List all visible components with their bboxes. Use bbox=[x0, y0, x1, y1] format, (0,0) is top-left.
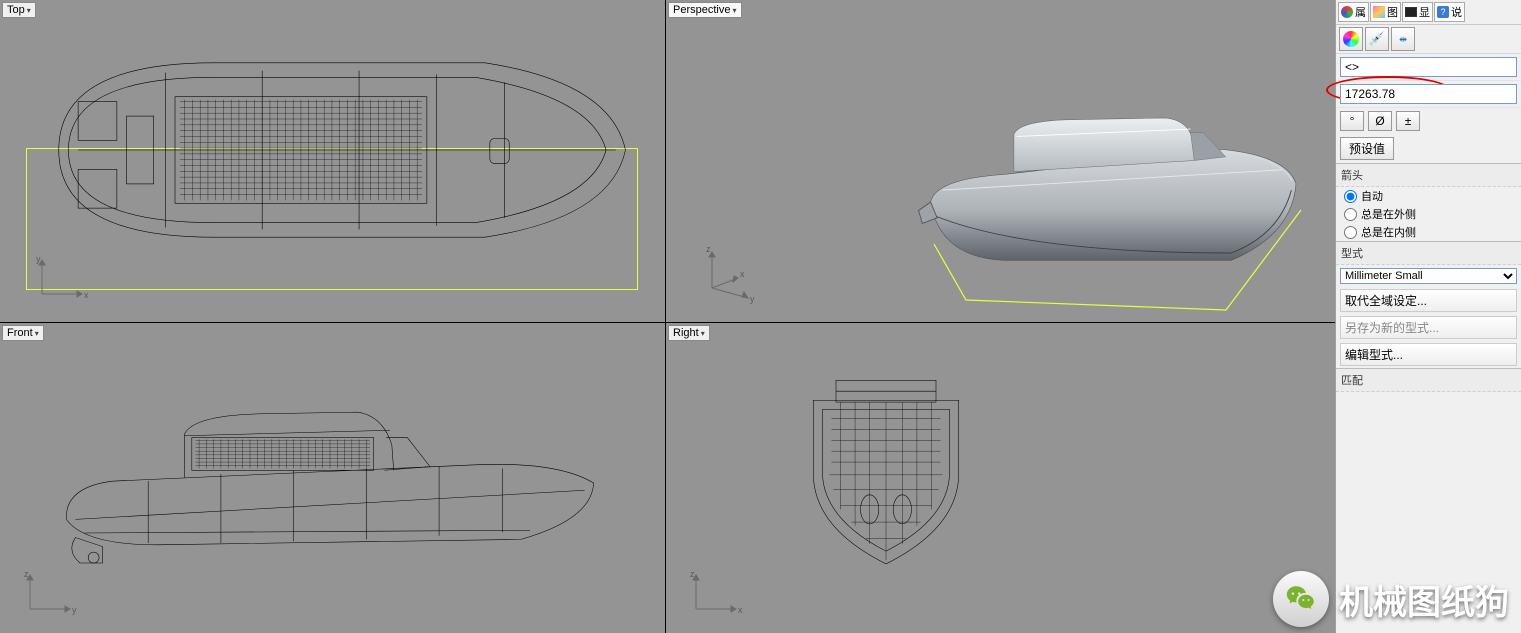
arrow-option-auto[interactable]: 自动 bbox=[1336, 187, 1521, 205]
svg-text:x: x bbox=[740, 269, 745, 279]
viewport-label-top[interactable]: Top ▾ bbox=[2, 2, 36, 18]
front-wireframe bbox=[40, 383, 620, 583]
preset-button[interactable]: 预设值 bbox=[1340, 137, 1394, 160]
svg-text:z: z bbox=[706, 244, 711, 254]
radio-label: 自动 bbox=[1361, 188, 1383, 204]
svg-text:z: z bbox=[690, 569, 695, 579]
tab-help[interactable]: ? 说 bbox=[1434, 2, 1465, 22]
viewport-label-text: Perspective bbox=[673, 4, 730, 16]
svg-text:y: y bbox=[750, 294, 755, 304]
angle-field-row bbox=[1336, 54, 1521, 81]
watermark-text: 机械图纸狗 bbox=[1339, 575, 1509, 624]
cube-icon bbox=[1373, 6, 1385, 18]
diameter-button[interactable]: Ø bbox=[1368, 111, 1392, 131]
arrow-option-outside[interactable]: 总是在外侧 bbox=[1336, 205, 1521, 223]
style-section-header: 型式 bbox=[1336, 241, 1521, 265]
alignment-button[interactable]: ⇹ bbox=[1391, 27, 1415, 51]
length-field-row bbox=[1336, 81, 1521, 108]
wechat-icon bbox=[1273, 571, 1329, 627]
match-section-header: 匹配 bbox=[1336, 368, 1521, 392]
tab-properties[interactable]: 属 bbox=[1338, 2, 1369, 22]
chevron-down-icon: ▾ bbox=[732, 6, 736, 15]
svg-text:y: y bbox=[72, 605, 77, 615]
axis-gizmo-front: y z bbox=[20, 569, 80, 619]
radio-outside[interactable] bbox=[1344, 208, 1357, 221]
chevron-down-icon: ▾ bbox=[35, 329, 39, 338]
top-wireframe bbox=[20, 20, 640, 280]
length-input[interactable] bbox=[1340, 84, 1517, 104]
watermark: 机械图纸狗 bbox=[1273, 571, 1509, 627]
tool-row: 💉 ⇹ bbox=[1336, 25, 1521, 54]
panel-tab-strip: 属 图 显 ? 说 bbox=[1336, 0, 1521, 25]
tab-label: 图 bbox=[1387, 4, 1398, 20]
viewport-top[interactable]: Top ▾ bbox=[0, 0, 665, 322]
tab-label: 属 bbox=[1355, 4, 1366, 20]
app-root: Top ▾ bbox=[0, 0, 1521, 633]
tab-display[interactable]: 显 bbox=[1402, 2, 1433, 22]
help-icon: ? bbox=[1437, 6, 1449, 18]
viewport-front[interactable]: Front ▾ bbox=[0, 323, 665, 633]
viewport-grid: Top ▾ bbox=[0, 0, 1335, 633]
style-select[interactable]: Millimeter Small bbox=[1340, 268, 1517, 284]
edit-style-button[interactable]: 编辑型式... bbox=[1340, 343, 1517, 366]
right-wireframe bbox=[786, 373, 986, 573]
radio-label: 总是在外侧 bbox=[1361, 206, 1416, 222]
radio-inside[interactable] bbox=[1344, 226, 1357, 239]
symbol-buttons: ° Ø ± bbox=[1336, 108, 1521, 134]
degree-button[interactable]: ° bbox=[1340, 111, 1364, 131]
tab-label: 显 bbox=[1419, 4, 1430, 20]
viewport-label-text: Right bbox=[673, 327, 699, 339]
svg-text:x: x bbox=[84, 290, 89, 300]
viewport-label-right[interactable]: Right ▾ bbox=[668, 325, 710, 341]
viewport-right[interactable]: Right ▾ bbox=[666, 323, 1335, 633]
svg-text:x: x bbox=[738, 605, 743, 615]
svg-text:z: z bbox=[24, 569, 29, 579]
angle-input[interactable] bbox=[1340, 57, 1517, 77]
save-new-style-button[interactable]: 另存为新的型式... bbox=[1340, 316, 1517, 339]
radio-label: 总是在内侧 bbox=[1361, 224, 1416, 240]
alignment-icon: ⇹ bbox=[1399, 32, 1407, 47]
radio-auto[interactable] bbox=[1344, 190, 1357, 203]
arrow-option-inside[interactable]: 总是在内侧 bbox=[1336, 223, 1521, 241]
viewport-label-front[interactable]: Front ▾ bbox=[2, 325, 44, 341]
chevron-down-icon: ▾ bbox=[701, 329, 705, 338]
circle-rgb-icon bbox=[1341, 6, 1353, 18]
chevron-down-icon: ▾ bbox=[27, 6, 31, 15]
svg-text:y: y bbox=[36, 254, 41, 264]
monitor-icon bbox=[1405, 7, 1417, 17]
axis-gizmo-perspective: z y x bbox=[694, 244, 764, 304]
tab-label: 说 bbox=[1451, 4, 1462, 20]
plusminus-button[interactable]: ± bbox=[1396, 111, 1420, 131]
preset-row: 预设值 bbox=[1336, 134, 1521, 163]
axis-gizmo-top: x y bbox=[32, 254, 92, 304]
style-select-row: Millimeter Small bbox=[1336, 265, 1521, 287]
viewport-label-text: Front bbox=[7, 327, 33, 339]
viewport-label-perspective[interactable]: Perspective ▾ bbox=[668, 2, 742, 18]
viewport-label-text: Top bbox=[7, 4, 25, 16]
perspective-boat bbox=[916, 105, 1306, 290]
tab-layers[interactable]: 图 bbox=[1370, 2, 1401, 22]
eyedropper-button[interactable]: 💉 bbox=[1365, 27, 1389, 51]
axis-gizmo-right: x z bbox=[686, 569, 746, 619]
properties-panel: 属 图 显 ? 说 💉 ⇹ bbox=[1335, 0, 1521, 633]
override-global-button[interactable]: 取代全域设定... bbox=[1340, 289, 1517, 312]
arrow-section-header: 箭头 bbox=[1336, 163, 1521, 187]
viewport-perspective[interactable]: Perspective ▾ bbox=[666, 0, 1335, 322]
color-wheel-button[interactable] bbox=[1339, 27, 1363, 51]
eyedropper-icon: 💉 bbox=[1369, 31, 1385, 47]
color-wheel-icon bbox=[1343, 31, 1359, 47]
